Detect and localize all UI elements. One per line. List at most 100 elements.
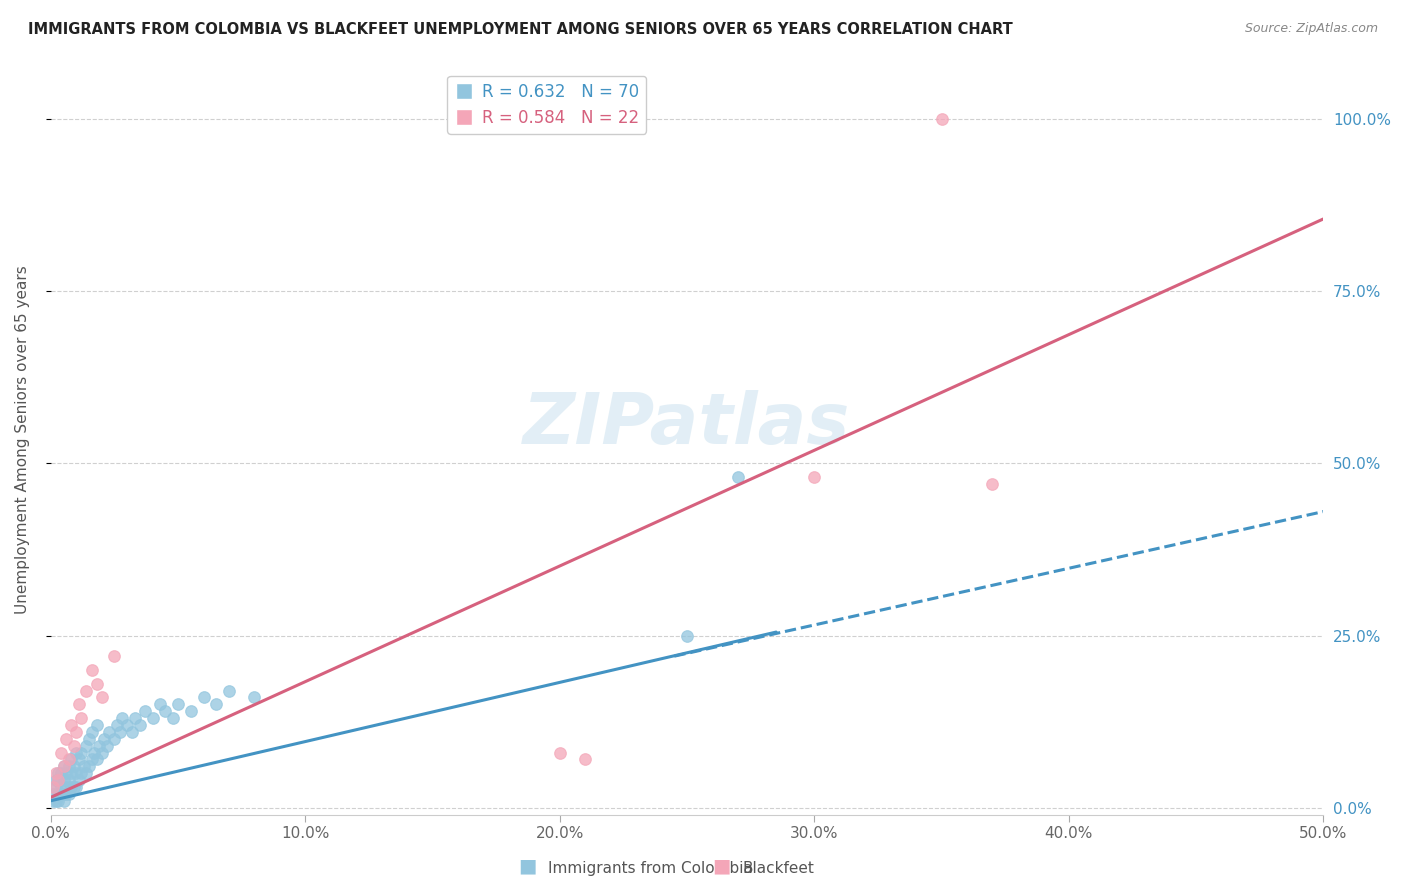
Point — [70, 711, 93, 725]
Point — [981, 477, 1004, 491]
Point — [62, 780, 84, 794]
Point — [77, 759, 100, 773]
Point — [60, 780, 83, 794]
Point — [65, 746, 87, 760]
Point — [67, 752, 90, 766]
Point — [90, 746, 112, 760]
Text: ZIPatlas: ZIPatlas — [523, 390, 851, 458]
Point — [73, 759, 96, 773]
Point — [49, 780, 72, 794]
Point — [67, 773, 90, 788]
Point — [62, 759, 84, 773]
Point — [52, 794, 75, 808]
Point — [205, 698, 228, 712]
Point — [93, 731, 115, 746]
Point — [52, 773, 75, 788]
Point — [167, 698, 190, 712]
Point — [75, 766, 97, 780]
Text: Immigrants from Colombia: Immigrants from Colombia — [548, 861, 754, 876]
Point — [52, 759, 75, 773]
Point — [49, 787, 72, 801]
Point — [98, 725, 121, 739]
Point — [45, 794, 67, 808]
Point — [65, 725, 87, 739]
Point — [42, 780, 65, 794]
Point — [52, 787, 75, 801]
Point — [60, 766, 83, 780]
Point — [55, 780, 77, 794]
Point — [129, 718, 152, 732]
Point — [89, 739, 111, 753]
Point — [103, 731, 125, 746]
Text: ■: ■ — [517, 857, 537, 876]
Point — [80, 752, 103, 766]
Point — [548, 746, 571, 760]
Point — [52, 759, 75, 773]
Point — [45, 780, 67, 794]
Point — [80, 663, 103, 677]
Point — [86, 752, 108, 766]
Point — [48, 794, 70, 808]
Point — [45, 773, 67, 788]
Point — [48, 773, 70, 788]
Point — [67, 698, 90, 712]
Point — [49, 766, 72, 780]
Point — [218, 683, 240, 698]
Point — [105, 718, 128, 732]
Point — [803, 470, 825, 484]
Point — [83, 746, 105, 760]
Point — [124, 711, 146, 725]
Point — [60, 718, 83, 732]
Point — [155, 704, 177, 718]
Point — [86, 718, 108, 732]
Point — [70, 746, 93, 760]
Point — [193, 690, 215, 705]
Point — [65, 780, 87, 794]
Point — [96, 739, 118, 753]
Point — [75, 683, 97, 698]
Point — [58, 752, 80, 766]
Point — [65, 766, 87, 780]
Y-axis label: Unemployment Among Seniors over 65 years: Unemployment Among Seniors over 65 years — [15, 265, 30, 614]
Point — [77, 731, 100, 746]
Point — [931, 112, 953, 127]
Point — [42, 787, 65, 801]
Point — [86, 676, 108, 690]
Point — [180, 704, 202, 718]
Point — [48, 773, 70, 788]
Point — [243, 690, 266, 705]
Text: Blackfeet: Blackfeet — [742, 861, 814, 876]
Point — [80, 725, 103, 739]
Point — [45, 766, 67, 780]
Point — [149, 698, 172, 712]
Point — [58, 787, 80, 801]
Point — [60, 752, 83, 766]
Point — [90, 690, 112, 705]
Point — [58, 773, 80, 788]
Point — [727, 470, 749, 484]
Point — [58, 759, 80, 773]
Point — [70, 766, 93, 780]
Point — [55, 766, 77, 780]
Point — [75, 739, 97, 753]
Point — [55, 731, 77, 746]
Point — [108, 725, 131, 739]
Legend: R = 0.632   N = 70, R = 0.584   N = 22: R = 0.632 N = 70, R = 0.584 N = 22 — [447, 76, 645, 134]
Point — [48, 766, 70, 780]
Point — [162, 711, 184, 725]
Text: IMMIGRANTS FROM COLOMBIA VS BLACKFEET UNEMPLOYMENT AMONG SENIORS OVER 65 YEARS C: IMMIGRANTS FROM COLOMBIA VS BLACKFEET UN… — [28, 22, 1012, 37]
Point — [111, 711, 134, 725]
Point — [62, 739, 84, 753]
Text: ■: ■ — [711, 857, 731, 876]
Point — [42, 794, 65, 808]
Point — [49, 746, 72, 760]
Point — [48, 787, 70, 801]
Point — [55, 787, 77, 801]
Point — [134, 704, 156, 718]
Point — [103, 649, 125, 664]
Text: Source: ZipAtlas.com: Source: ZipAtlas.com — [1244, 22, 1378, 36]
Point — [121, 725, 143, 739]
Point — [142, 711, 165, 725]
Point — [115, 718, 138, 732]
Point — [676, 628, 699, 642]
